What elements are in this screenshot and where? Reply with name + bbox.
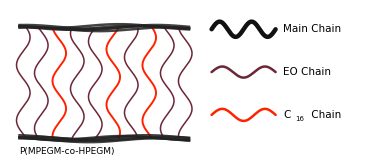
Text: EO Chain: EO Chain — [283, 67, 331, 77]
Text: C: C — [283, 110, 291, 120]
Text: Chain: Chain — [308, 110, 341, 120]
Text: Main Chain: Main Chain — [283, 24, 341, 34]
Text: P(MPEGM-co-HPEGM): P(MPEGM-co-HPEGM) — [20, 147, 115, 156]
Text: 16: 16 — [296, 116, 305, 122]
